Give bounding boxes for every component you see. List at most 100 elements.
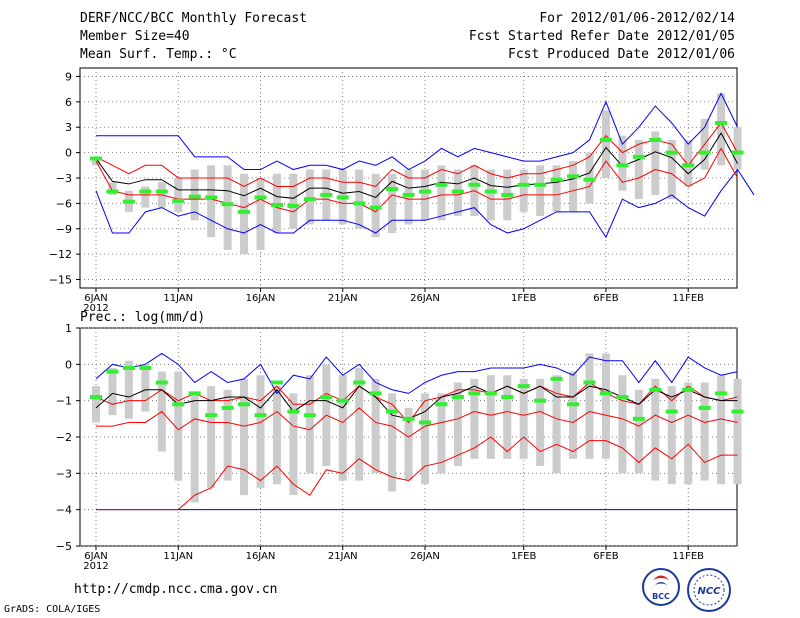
- precipitation-box: [92, 386, 100, 423]
- precipitation-xtick-label: 21JAN: [328, 551, 358, 562]
- temperature-median-mark: [221, 202, 234, 207]
- temperature-box: [651, 131, 660, 195]
- temperature-median-mark: [501, 192, 514, 197]
- precipitation-median-mark: [221, 405, 234, 410]
- panel2-label: Prec.: log(mm/d): [80, 310, 206, 325]
- precipitation-box: [437, 393, 446, 474]
- precipitation-median-mark: [468, 391, 481, 396]
- temperature-median-mark: [270, 203, 283, 208]
- temperature-median-mark: [550, 177, 563, 182]
- temperature-xtick-label: 16JAN: [246, 293, 276, 304]
- temperature-box: [519, 169, 528, 212]
- temperature-median-mark: [731, 150, 744, 155]
- precipitation-median-mark: [435, 402, 448, 407]
- precipitation-box: [470, 378, 479, 459]
- precipitation-median-mark: [616, 395, 629, 400]
- precipitation-median-mark: [665, 409, 678, 414]
- temperature-box: [404, 169, 413, 225]
- temperature-box: [305, 169, 314, 225]
- precipitation-box: [552, 375, 561, 474]
- ncc-logo: NCC: [686, 567, 732, 613]
- precipitation-box: [108, 367, 117, 416]
- temperature-median-mark: [386, 187, 399, 191]
- precipitation-box: [486, 375, 495, 459]
- precipitation-median-mark: [534, 398, 547, 403]
- precipitation-xtick-label: 6JAN: [84, 551, 107, 562]
- temperature-median-mark: [583, 177, 596, 182]
- temperature-box: [355, 169, 364, 229]
- temperature-box: [141, 186, 150, 208]
- temperature-box: [552, 165, 561, 212]
- temperature-median-mark: [238, 209, 251, 214]
- chart-title: DERF/NCC/BCC Monthly Forecast: [80, 11, 307, 26]
- temperature-xtick-label: 21JAN: [328, 293, 358, 304]
- precipitation-median-mark: [90, 395, 102, 400]
- precipitation-median-mark: [649, 387, 662, 392]
- temperature-median-mark: [435, 182, 448, 187]
- precipitation-box: [651, 378, 660, 481]
- temperature-median-mark: [172, 198, 185, 203]
- precipitation-xtick-label: 11JAN: [163, 551, 193, 562]
- precipitation-box: [569, 371, 578, 459]
- precipitation-median-mark: [517, 384, 530, 389]
- temperature-xtick-label: 1FEB: [511, 293, 536, 304]
- temperature-median-mark: [122, 199, 135, 204]
- precipitation-box: [717, 375, 726, 485]
- temperature-box: [371, 173, 380, 238]
- precipitation-ytick-label: −5: [56, 540, 72, 553]
- precipitation-box: [634, 389, 643, 474]
- precipitation-median-mark: [632, 416, 645, 421]
- precipitation-spread-high-line: [95, 381, 738, 424]
- temperature-median-mark: [632, 154, 645, 159]
- temperature-xtick-label: 6JAN: [84, 293, 107, 304]
- precipitation-median-mark: [583, 380, 596, 385]
- precipitation-box: [618, 375, 627, 474]
- ncc-logo-text: NCC: [697, 586, 721, 597]
- precipitation-median-mark: [682, 387, 695, 392]
- precipitation-median-mark: [172, 402, 185, 407]
- precipitation-box: [124, 360, 133, 419]
- temperature-median-mark: [715, 121, 728, 125]
- precipitation-ytick-label: −3: [56, 467, 72, 480]
- precipitation-median-mark: [484, 391, 497, 396]
- precipitation-ytick-label: 1: [65, 322, 72, 335]
- temperature-median-mark: [567, 174, 580, 179]
- temperature-box: [174, 178, 183, 212]
- precipitation-median-mark: [287, 409, 300, 414]
- temperature-xtick-sublabel: 2012: [83, 303, 108, 314]
- temperature-median-mark: [534, 182, 547, 187]
- temperature-median-mark: [188, 194, 201, 199]
- temperature-ensemble-mean-line: [95, 132, 738, 199]
- precipitation-median-mark: [369, 391, 382, 396]
- precipitation-box: [536, 378, 545, 467]
- precipitation-median-mark: [550, 376, 563, 381]
- precipitation-median-mark: [188, 391, 201, 396]
- temperature-median-mark: [468, 182, 481, 187]
- temperature-median-mark: [106, 189, 119, 194]
- temperature-ytick-label: 0: [65, 147, 72, 160]
- source-url[interactable]: http://cmdp.ncc.cma.gov.cn: [74, 582, 278, 597]
- precipitation-box: [338, 375, 347, 481]
- precipitation-xtick-label: 26JAN: [410, 551, 440, 562]
- precipitation-xtick-sublabel: 2012: [83, 561, 108, 572]
- precipitation-ytick-label: 0: [65, 358, 72, 371]
- forecast-period: For 2012/01/06-2012/02/14: [539, 11, 735, 26]
- precipitation-median-mark: [205, 413, 218, 418]
- member-size: Member Size=40: [80, 29, 190, 44]
- precipitation-box: [355, 367, 364, 481]
- precipitation-median-mark: [122, 365, 135, 370]
- temperature-xtick-label: 11JAN: [163, 293, 193, 304]
- precipitation-median-mark: [501, 395, 514, 400]
- precipitation-median-mark: [715, 391, 728, 396]
- precipitation-box: [223, 389, 232, 481]
- temperature-envelope-low-line: [95, 168, 755, 239]
- temperature-median-mark: [402, 192, 415, 197]
- precipitation-box: [503, 375, 512, 459]
- precipitation-median-mark: [386, 409, 399, 414]
- temperature-median-mark: [451, 189, 464, 194]
- temperature-box: [569, 161, 578, 212]
- temperature-ytick-label: −6: [56, 197, 72, 210]
- temperature-median-mark: [517, 182, 530, 187]
- precipitation-xtick-label: 11FEB: [672, 551, 704, 562]
- bcc-logo: BCC: [641, 567, 681, 607]
